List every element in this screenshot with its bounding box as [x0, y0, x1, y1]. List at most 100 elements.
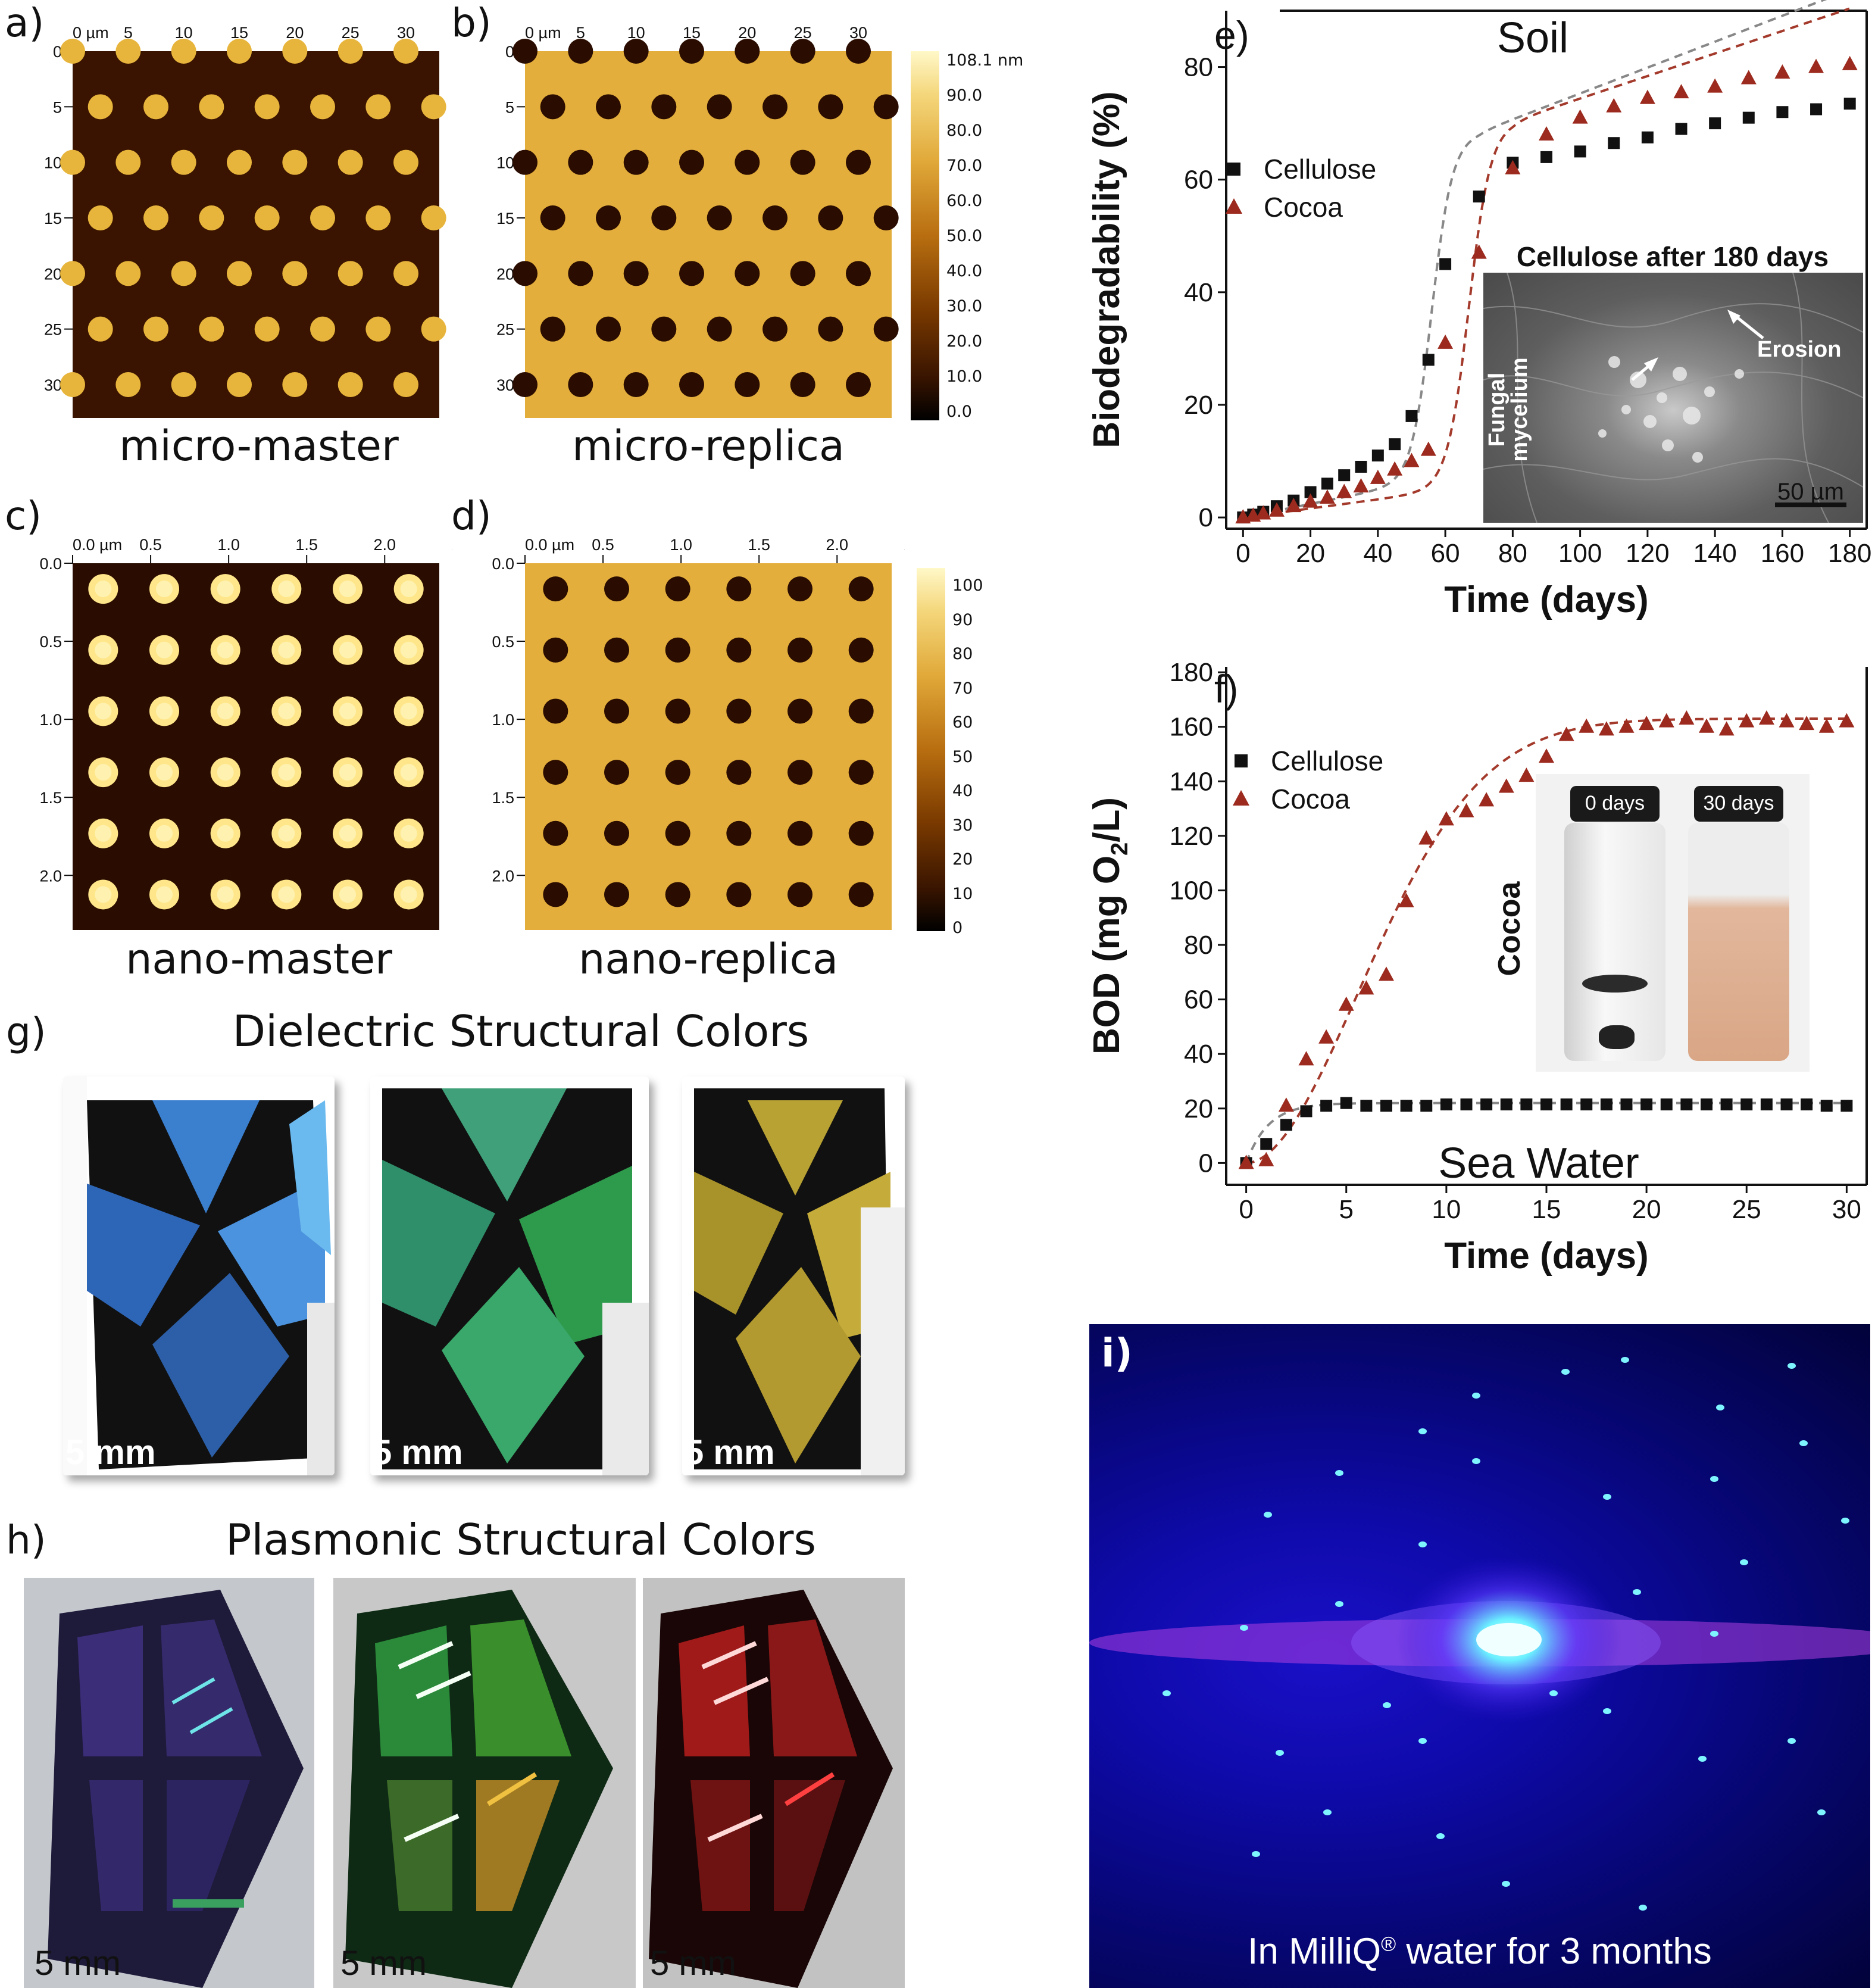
point-cocoa — [1268, 502, 1285, 517]
diffraction-spot — [1383, 1702, 1391, 1708]
afm-y-tick: 5 — [53, 98, 62, 116]
diffraction-spot — [1710, 1476, 1718, 1482]
afm-dot — [115, 261, 141, 286]
diffraction-spot — [1841, 1518, 1849, 1524]
afm-x-tick: 2.0 — [826, 536, 848, 554]
afm-dot — [310, 205, 335, 230]
x-tick-label: 80 — [1498, 539, 1527, 568]
afm-dot — [665, 882, 690, 907]
bottle-0-days — [1564, 823, 1665, 1061]
inset-e-title: Cellulose after 180 days — [1516, 241, 1829, 272]
diffraction-spot — [1710, 1631, 1718, 1637]
afm-x-tick: 0.0 µm — [73, 536, 122, 554]
afm-dot — [254, 205, 280, 230]
afm-dot — [282, 149, 308, 175]
point-cocoa — [1438, 334, 1454, 349]
afm-dot — [790, 149, 815, 175]
panel-g-scale-2: 5 mm — [373, 1433, 463, 1472]
afm-dot — [665, 576, 690, 602]
colorbar-tick: 80 — [952, 645, 973, 663]
diffraction-spot — [1335, 1470, 1343, 1476]
diffraction-spot — [1788, 1363, 1796, 1369]
point-cocoa — [1318, 1029, 1335, 1044]
diffraction-spot — [1603, 1708, 1611, 1714]
afm-dot — [512, 149, 538, 175]
afm-dot — [88, 316, 113, 342]
afm-y-tick: 0.0 — [492, 555, 514, 573]
point-cocoa — [1518, 767, 1535, 782]
point-cocoa — [1379, 966, 1394, 981]
legend-marker — [1226, 198, 1242, 214]
point-cellulose — [1304, 486, 1317, 498]
colorbar-tick: 50.0 — [946, 227, 983, 245]
afm-y-tick: 30 — [44, 376, 62, 394]
panel-g-scale-3: 5 mm — [685, 1433, 775, 1472]
afm-dot — [726, 576, 752, 602]
afm-dot — [88, 205, 113, 230]
colorbar-tick: 10.0 — [946, 367, 983, 386]
inset-f-cocoa-label: Cocoa — [1492, 881, 1527, 976]
x-tick-label: 40 — [1363, 539, 1392, 568]
afm-x-tick: 10 — [627, 24, 645, 42]
afm-dot — [421, 205, 446, 230]
point-cocoa — [1255, 505, 1271, 520]
afm-dot — [512, 261, 538, 286]
afm-dot — [726, 760, 752, 785]
point-cellulose — [1709, 117, 1721, 130]
afm-x-tick: 0.5 — [139, 536, 162, 554]
afm-dot — [540, 94, 565, 120]
colorbar-tick: 40 — [952, 782, 973, 800]
point-cocoa — [1679, 710, 1695, 725]
afm-y-tick: 10 — [44, 154, 62, 172]
point-cellulose — [1574, 145, 1586, 158]
afm-y-tick: 0 — [505, 43, 514, 61]
colorbar-micro — [911, 51, 939, 420]
afm-dot — [665, 760, 690, 785]
afm-dot — [543, 820, 568, 846]
point-cellulose — [1440, 1098, 1452, 1110]
afm-dot — [254, 94, 280, 120]
panel-g-title: Dielectric Structural Colors — [232, 1006, 810, 1056]
diffraction-spot — [1549, 1690, 1558, 1696]
point-cellulose — [1371, 450, 1384, 462]
y-tick-label: 0 — [1199, 503, 1213, 532]
afm-dot — [848, 760, 874, 785]
photo-plasmonic-blue: 5 mm — [24, 1578, 314, 1988]
afm-dot — [623, 372, 649, 397]
afm-dot — [543, 576, 568, 602]
diffraction-spot — [1252, 1851, 1260, 1857]
point-cocoa — [1353, 478, 1369, 493]
x-axis-label: Time (days) — [1444, 579, 1648, 620]
afm-dot — [790, 261, 815, 286]
diffraction-spot — [1240, 1625, 1248, 1631]
afm-dot — [665, 698, 690, 724]
panel-i-label: i) — [1101, 1330, 1133, 1376]
afm-dot — [199, 316, 224, 342]
y-axis-label: BOD (mg O2/L) — [1086, 797, 1133, 1054]
point-cocoa — [1572, 109, 1588, 124]
diffraction-spot — [1472, 1393, 1480, 1399]
inset-e-fungal-label: Fungal mycelium — [1485, 357, 1532, 462]
point-cellulose — [1580, 1098, 1593, 1110]
afm-x-tick: 2.5 — [904, 536, 905, 554]
afm-dot — [568, 261, 593, 286]
point-cellulose — [1742, 111, 1755, 124]
afm-dot — [171, 261, 196, 286]
diffraction-spot — [1603, 1494, 1611, 1500]
colorbar-tick: 30 — [952, 816, 973, 835]
afm-dot — [848, 637, 874, 663]
x-tick-label: 100 — [1558, 539, 1602, 568]
point-cellulose — [1405, 410, 1418, 422]
afm-dot — [421, 316, 446, 342]
point-cocoa — [1799, 716, 1815, 731]
point-cellulose — [1321, 478, 1333, 490]
panel-h-scale-2: 5 mm — [340, 1944, 427, 1983]
caption-micro-replica: micro-replica — [572, 422, 845, 470]
point-cocoa — [1238, 1154, 1254, 1169]
afm-dot — [338, 261, 363, 286]
afm-dot — [790, 372, 815, 397]
afm-y-tick: 2.0 — [39, 867, 62, 885]
afm-dot — [540, 205, 565, 230]
caption-nano-master: nano-master — [126, 935, 392, 984]
afm-dot — [762, 205, 788, 230]
